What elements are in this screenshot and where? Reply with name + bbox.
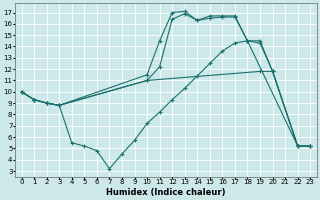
X-axis label: Humidex (Indice chaleur): Humidex (Indice chaleur): [106, 188, 226, 197]
